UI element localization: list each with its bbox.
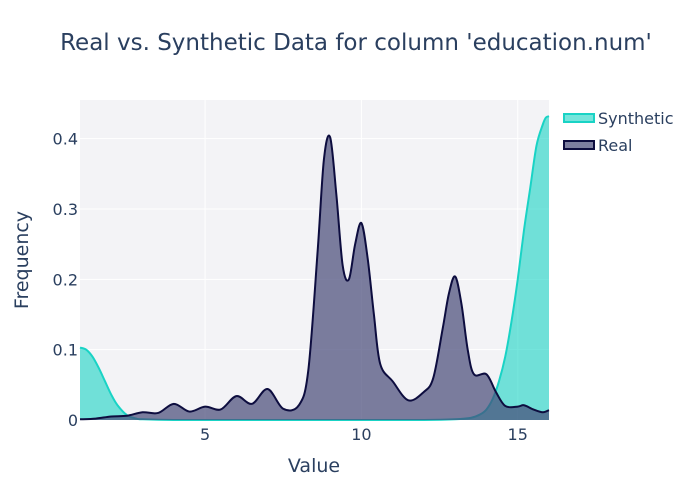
legend-swatch-real: [563, 140, 595, 150]
series-layer: [79, 115, 550, 422]
y-axis-title: Frequency: [11, 211, 33, 309]
y-tick-label: 0.3: [53, 200, 78, 219]
legend-item-real[interactable]: Real: [563, 136, 633, 155]
y-tick-label: 0: [68, 411, 78, 430]
x-tick-label: 10: [351, 425, 371, 444]
y-tick-label: 0.2: [53, 270, 78, 289]
legend-item-synthetic[interactable]: Synthetic: [563, 109, 674, 128]
legend-label-synthetic: Synthetic: [598, 109, 674, 128]
y-tick-label: 0.4: [53, 130, 78, 149]
series-area-synthetic: [80, 116, 549, 421]
legend[interactable]: Synthetic Real: [563, 109, 674, 155]
series-line-real: [79, 134, 550, 421]
chart-title: Real vs. Synthetic Data for column 'educ…: [60, 30, 652, 56]
x-tick-label: 15: [508, 425, 528, 444]
legend-swatch-synthetic: [563, 113, 595, 123]
legend-label-real: Real: [598, 136, 633, 155]
y-tick-label: 0.1: [53, 341, 78, 360]
y-axis-ticks: 0 0.1 0.2 0.3 0.4: [53, 130, 78, 430]
x-axis-title: Value: [288, 455, 340, 477]
x-axis-ticks: 5 10 15: [200, 425, 528, 444]
x-tick-label: 5: [200, 425, 210, 444]
